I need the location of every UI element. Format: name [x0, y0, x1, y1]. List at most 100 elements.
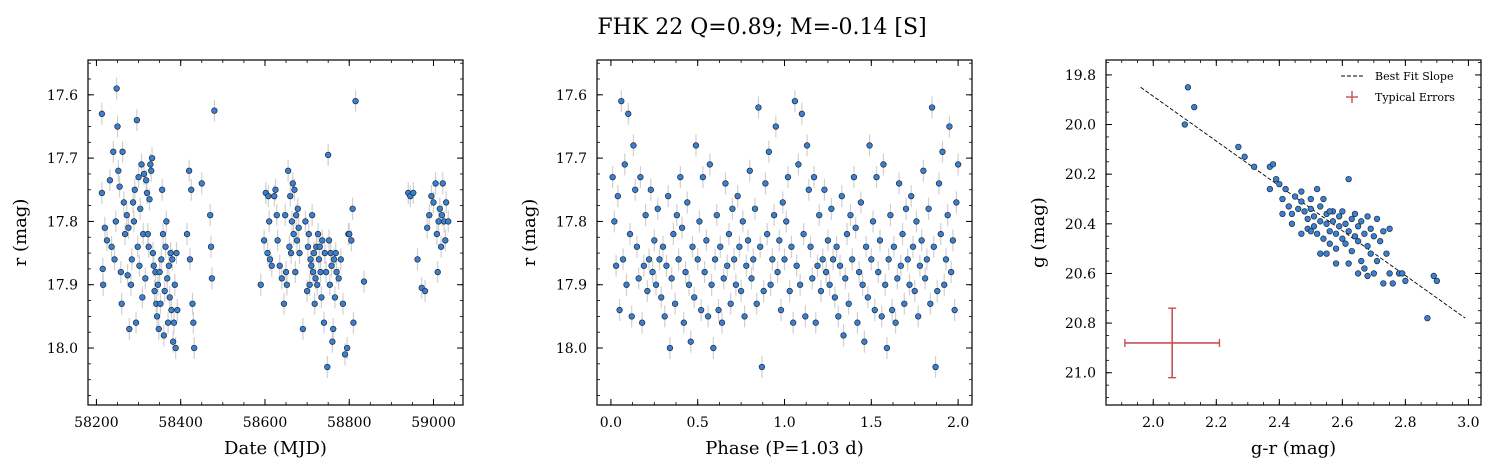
- data-point: [283, 281, 291, 288]
- data-point: [916, 262, 924, 269]
- data-point: [445, 218, 452, 225]
- data-point: [121, 230, 129, 238]
- data-point: [885, 256, 892, 263]
- data-point: [1269, 161, 1277, 168]
- data-point: [306, 281, 313, 288]
- data-point: [288, 218, 296, 225]
- data-point: [1320, 235, 1327, 242]
- data-point: [315, 256, 323, 263]
- data-point: [619, 256, 627, 263]
- data-point: [111, 256, 118, 263]
- x-tick-label: 2.4: [1268, 415, 1290, 431]
- data-point: [904, 256, 911, 263]
- data-point: [317, 268, 324, 276]
- data-point: [188, 186, 195, 193]
- data-point: [183, 230, 191, 238]
- data-point: [1298, 188, 1305, 195]
- data-point: [1354, 223, 1362, 230]
- data-point: [621, 161, 628, 168]
- data-point: [314, 281, 321, 288]
- data-point: [1184, 84, 1192, 91]
- data-point: [276, 262, 283, 269]
- data-point: [856, 268, 863, 276]
- data-point: [132, 319, 140, 326]
- data-point: [435, 218, 442, 225]
- data-point: [326, 281, 334, 288]
- data-point: [689, 243, 696, 250]
- data-point: [346, 230, 353, 238]
- data-point: [687, 338, 694, 345]
- data-point: [717, 243, 724, 250]
- data-point: [282, 268, 290, 276]
- data-point: [725, 230, 733, 238]
- data-point: [260, 237, 268, 244]
- data-point: [303, 287, 311, 295]
- data-point: [836, 262, 844, 269]
- data-point: [763, 230, 771, 238]
- data-point: [136, 262, 143, 269]
- data-point: [1288, 210, 1296, 218]
- data-point: [106, 177, 114, 184]
- data-point: [274, 237, 281, 244]
- data-point: [1336, 213, 1343, 220]
- data-point: [1310, 213, 1318, 220]
- data-point: [189, 300, 196, 307]
- data-point: [776, 237, 783, 244]
- data-point: [1329, 218, 1337, 225]
- data-point: [803, 142, 811, 149]
- data-point: [1291, 193, 1299, 200]
- data-point: [861, 338, 868, 345]
- data-point: [817, 287, 825, 295]
- data-point: [131, 186, 138, 193]
- data-point: [645, 256, 653, 263]
- data-point: [272, 186, 279, 193]
- data-point: [701, 268, 708, 276]
- data-point: [1307, 205, 1314, 213]
- y-tick-label: 17.7: [47, 151, 78, 167]
- data-point: [737, 287, 745, 295]
- y-tick-label: 18.0: [556, 341, 587, 357]
- data-point: [888, 306, 896, 314]
- data-point: [729, 205, 736, 212]
- data-point: [732, 281, 740, 288]
- data-point: [1332, 245, 1340, 252]
- data-point: [616, 306, 623, 314]
- data-point: [1351, 233, 1359, 240]
- data-point: [713, 211, 720, 219]
- data-point: [348, 237, 355, 244]
- phase-folded-panel: 0.0 0.5 1.0 1.5 2.0 17.6 17.7 17.8 17.9 18.0 Phase…: [519, 59, 973, 459]
- y-axis-label: g (mag): [1028, 197, 1049, 268]
- data-point: [751, 205, 759, 212]
- data-point: [159, 186, 166, 193]
- data-point: [149, 249, 157, 257]
- data-point: [637, 173, 644, 181]
- data-point: [625, 110, 632, 117]
- data-point: [802, 313, 809, 320]
- data-point: [117, 268, 125, 276]
- data-point: [784, 173, 792, 181]
- data-point: [438, 211, 446, 219]
- data-point: [668, 275, 675, 282]
- data-point: [1342, 240, 1349, 247]
- data-point: [706, 161, 713, 168]
- data-point: [302, 218, 309, 225]
- data-point: [1377, 238, 1384, 245]
- data-point: [873, 173, 880, 181]
- data-point: [682, 268, 689, 276]
- data-point: [164, 275, 171, 282]
- data-point: [143, 189, 151, 197]
- data-point: [1181, 121, 1188, 128]
- data-point: [633, 243, 641, 250]
- data-point: [360, 278, 368, 285]
- data-point: [852, 224, 859, 231]
- data-point: [1279, 210, 1286, 218]
- data-point: [319, 237, 326, 244]
- data-point: [98, 189, 106, 197]
- data-point: [675, 256, 682, 263]
- x-axis-label: Date (MJD): [224, 438, 327, 459]
- data-point: [350, 319, 357, 326]
- data-point: [207, 211, 214, 219]
- data-point: [266, 256, 274, 263]
- data-point: [948, 268, 955, 276]
- data-point: [140, 170, 148, 178]
